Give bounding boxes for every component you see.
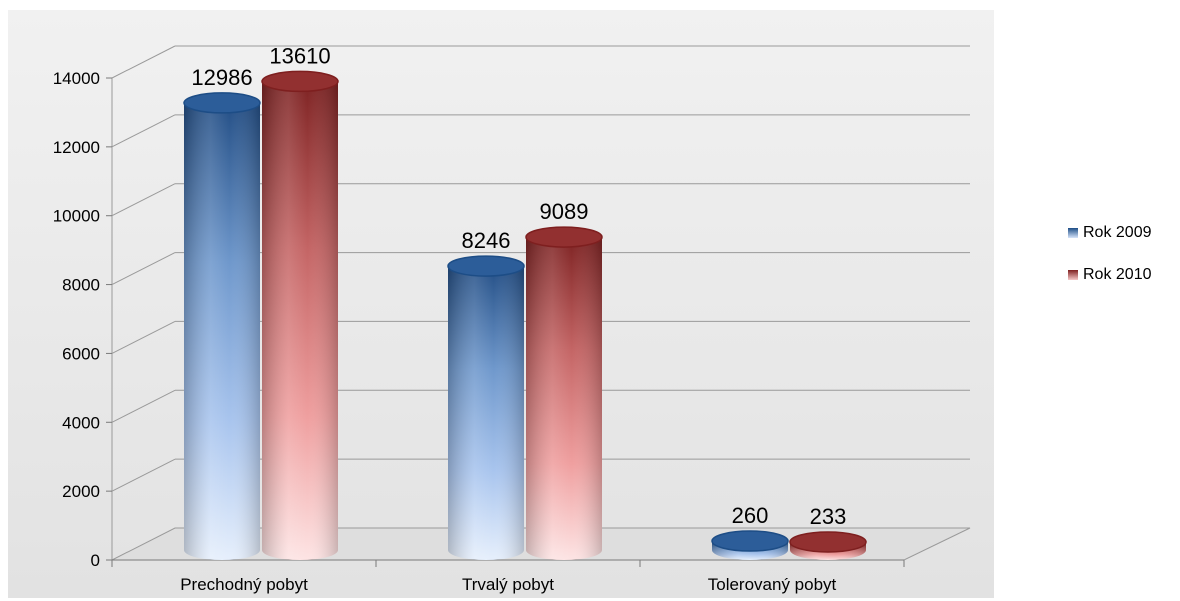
bar-rok-2010-3 xyxy=(789,531,867,560)
bar-shading xyxy=(184,102,260,560)
legend: Rok 2009 Rok 2010 xyxy=(1068,222,1180,306)
bar-shading xyxy=(526,237,602,560)
bar-rok-2009-3 xyxy=(711,530,789,560)
gridline-diagonal xyxy=(111,458,176,492)
data-label: 12986 xyxy=(191,65,252,90)
bar-shading xyxy=(448,266,524,560)
bar-rok-2010-1 xyxy=(261,70,339,561)
data-label: 260 xyxy=(732,503,769,528)
y-tick-label: 10000 xyxy=(53,207,100,226)
bar-top xyxy=(711,530,789,552)
data-label: 233 xyxy=(810,504,847,529)
legend-item-rok-2010: Rok 2010 xyxy=(1068,264,1180,286)
gridline-diagonal xyxy=(111,389,176,423)
bar-top xyxy=(261,70,339,93)
y-tick-label: 14000 xyxy=(53,69,100,88)
y-tick-label: 0 xyxy=(91,551,100,570)
y-tick-label: 4000 xyxy=(62,413,100,432)
legend-swatch-rok-2010 xyxy=(1068,270,1078,280)
x-category-label: Prechodný pobyt xyxy=(180,575,308,594)
y-tick-label: 12000 xyxy=(53,138,100,157)
gridline-diagonal xyxy=(111,183,176,217)
gridline-diagonal xyxy=(111,114,176,148)
x-category-label: Trvalý pobyt xyxy=(462,575,554,594)
data-label: 13610 xyxy=(269,43,330,68)
gridline-diagonal xyxy=(111,45,176,79)
legend-item-rok-2009: Rok 2009 xyxy=(1068,222,1180,244)
bar-rok-2009-2 xyxy=(447,255,525,560)
bar-top xyxy=(183,92,261,114)
bar-top xyxy=(525,226,603,248)
legend-label-rok-2009: Rok 2009 xyxy=(1083,224,1152,241)
data-label: 9089 xyxy=(540,199,589,224)
bar-rok-2010-2 xyxy=(525,226,603,560)
x-category-label: Tolerovaný pobyt xyxy=(708,575,837,594)
y-tick-label: 2000 xyxy=(62,482,100,501)
bar-shading xyxy=(262,81,338,561)
gridline-diagonal xyxy=(111,320,176,354)
data-label: 8246 xyxy=(462,228,511,253)
gridline-diagonal xyxy=(111,252,176,286)
legend-label-rok-2010: Rok 2010 xyxy=(1083,266,1152,283)
bar-top xyxy=(789,531,867,553)
bar-rok-2009-1 xyxy=(183,92,261,560)
y-tick-label: 8000 xyxy=(62,276,100,295)
legend-swatch-rok-2009 xyxy=(1068,228,1078,238)
bar-top xyxy=(447,255,525,277)
y-tick-label: 6000 xyxy=(62,344,100,363)
